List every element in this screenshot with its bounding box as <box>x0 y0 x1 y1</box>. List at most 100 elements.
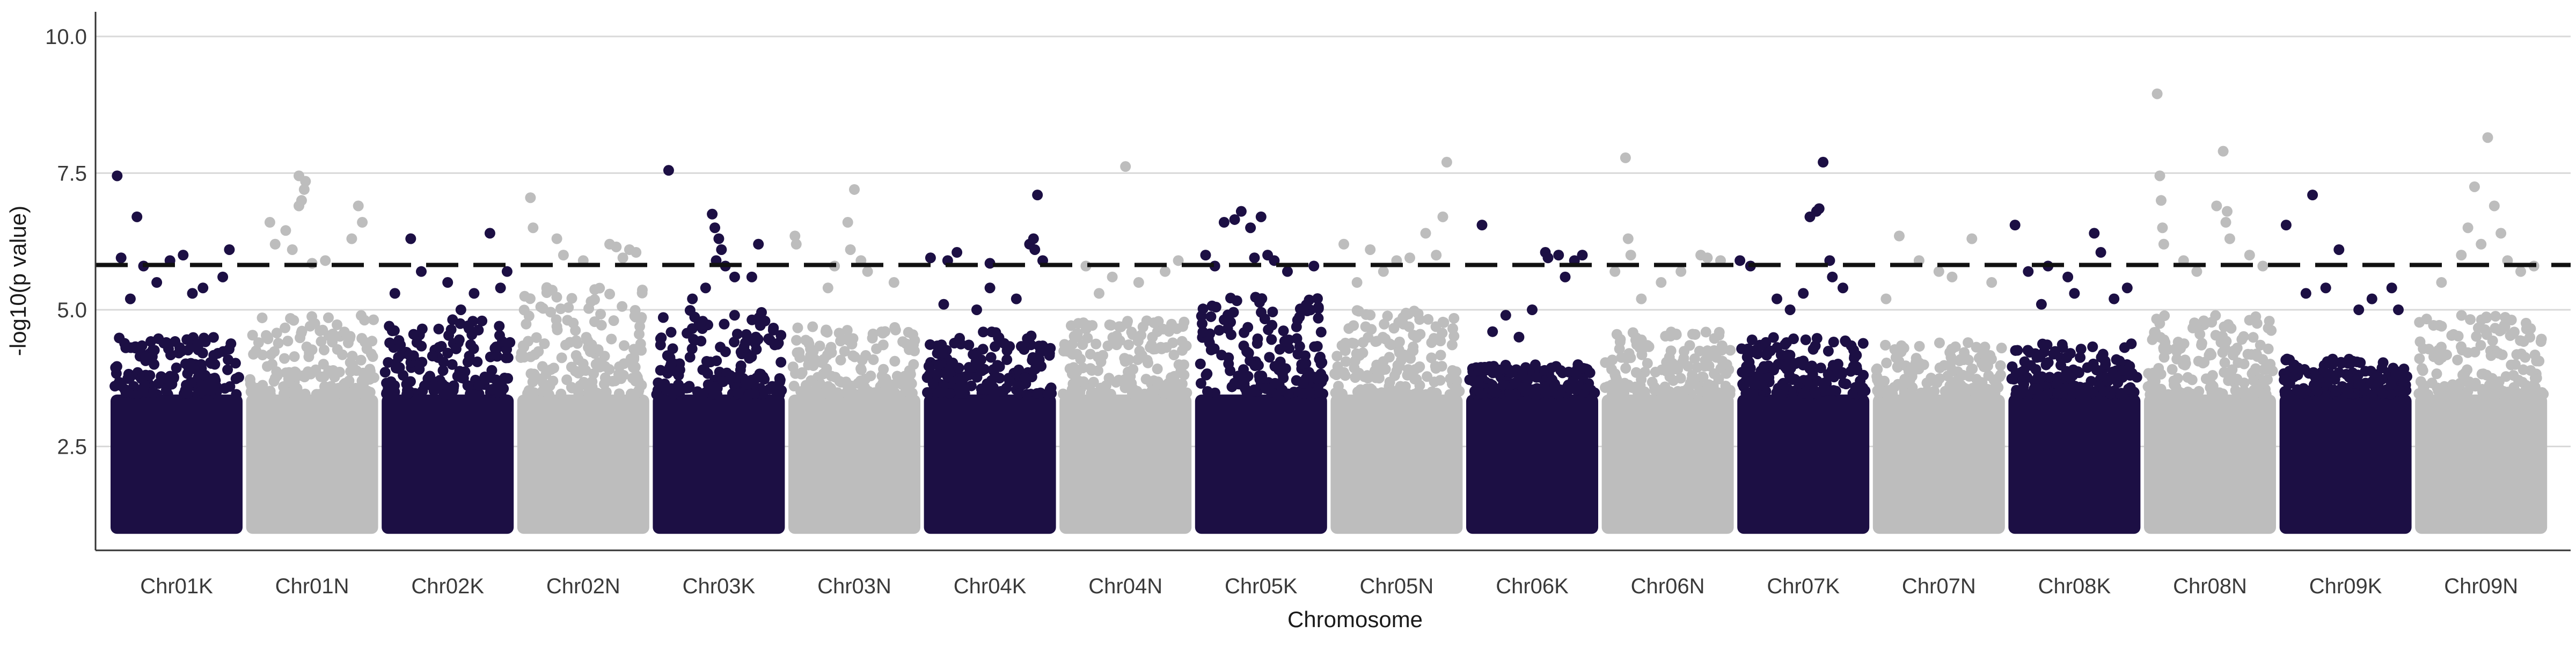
data-point <box>253 386 264 397</box>
data-point <box>944 388 955 399</box>
data-point <box>2342 369 2353 381</box>
data-point <box>686 323 698 334</box>
data-point <box>1635 380 1646 391</box>
data-point <box>1989 388 2001 399</box>
data-point <box>673 379 684 390</box>
data-point <box>2487 380 2498 391</box>
data-point <box>744 389 755 400</box>
data-point <box>701 355 712 367</box>
data-point <box>1075 353 1086 365</box>
data-point <box>750 331 762 343</box>
data-point <box>1813 203 1825 214</box>
data-point <box>555 388 567 399</box>
data-point <box>1365 383 1376 394</box>
data-point <box>775 330 787 341</box>
data-point <box>1044 348 1055 359</box>
data-point <box>971 304 982 315</box>
data-point <box>1421 389 1432 400</box>
data-point <box>2471 331 2482 342</box>
point-mass <box>2415 394 2548 534</box>
data-point <box>437 365 449 376</box>
data-point <box>1384 338 1395 350</box>
data-point <box>1014 388 1025 399</box>
data-point <box>1809 385 1820 396</box>
data-point <box>296 325 308 337</box>
data-point <box>1082 332 1093 344</box>
data-point <box>2456 250 2467 261</box>
data-point <box>2280 220 2292 231</box>
data-point <box>1441 157 1452 168</box>
data-point <box>1078 317 1089 329</box>
data-point <box>1001 354 1013 365</box>
data-point <box>2481 369 2492 381</box>
data-point <box>2524 332 2536 343</box>
data-point <box>1042 388 1053 399</box>
data-point <box>566 293 577 304</box>
x-tick-label: Chr02K <box>411 575 484 598</box>
data-point <box>267 359 278 370</box>
data-point <box>619 340 630 351</box>
data-point <box>2248 332 2259 343</box>
data-point <box>2221 206 2233 217</box>
data-point <box>1487 326 1498 337</box>
data-point <box>2233 357 2244 368</box>
data-point <box>1903 366 1914 377</box>
data-point <box>2376 362 2388 374</box>
data-point <box>2309 371 2321 382</box>
data-point <box>145 336 156 347</box>
data-point <box>2436 277 2447 288</box>
data-point <box>1231 295 1242 307</box>
data-point <box>1607 389 1618 400</box>
data-point <box>1836 369 1847 380</box>
data-point <box>2069 288 2080 299</box>
data-point <box>2239 389 2250 400</box>
x-tick-label: Chr07N <box>1902 575 1976 598</box>
data-point <box>158 338 170 349</box>
data-point <box>2102 375 2113 387</box>
data-point <box>2511 387 2522 398</box>
data-point <box>1517 382 1528 394</box>
data-point <box>2109 293 2120 304</box>
data-point <box>1529 359 1541 370</box>
data-point <box>974 359 985 370</box>
data-point <box>2538 388 2549 399</box>
axes-layer: 2.5 5.0 7.5 10.0 Chr01K Chr01N Chr02K Chr02N Chr… <box>45 12 2571 598</box>
data-point <box>552 324 563 336</box>
data-point <box>1701 353 1713 364</box>
data-point <box>1253 360 1264 371</box>
data-point <box>921 372 933 383</box>
data-point <box>938 299 949 310</box>
y-tick-label: 2.5 <box>57 435 87 459</box>
data-point <box>1774 389 1785 400</box>
x-axis-title: Chromosome <box>1287 607 1423 632</box>
data-point <box>2390 369 2402 380</box>
data-point <box>1415 329 1426 340</box>
data-point <box>684 352 696 363</box>
data-point <box>696 336 707 347</box>
data-point <box>2244 250 2255 261</box>
data-point <box>2186 374 2198 386</box>
data-point <box>1393 344 1404 355</box>
x-tick-label: Chr08N <box>2173 575 2247 598</box>
data-point <box>182 368 193 379</box>
point-mass <box>1466 394 1598 534</box>
data-point <box>1689 353 1700 365</box>
data-point <box>1966 233 1978 244</box>
data-point <box>192 338 203 350</box>
point-mass <box>924 394 1056 534</box>
data-point <box>1714 326 1725 338</box>
data-point <box>2085 376 2097 387</box>
data-point <box>1857 338 1869 349</box>
data-point <box>1136 350 1147 361</box>
data-point <box>1252 333 1263 345</box>
data-point <box>1622 233 1634 244</box>
data-point <box>1173 255 1184 266</box>
data-point <box>1414 314 1425 325</box>
data-point <box>1818 157 1829 168</box>
data-point <box>1255 211 1267 222</box>
data-point <box>1263 324 1274 336</box>
chromosome-band-Chr06K <box>1464 220 1600 534</box>
data-point <box>347 351 358 362</box>
data-point <box>1146 339 1157 351</box>
data-point <box>1094 288 1104 299</box>
